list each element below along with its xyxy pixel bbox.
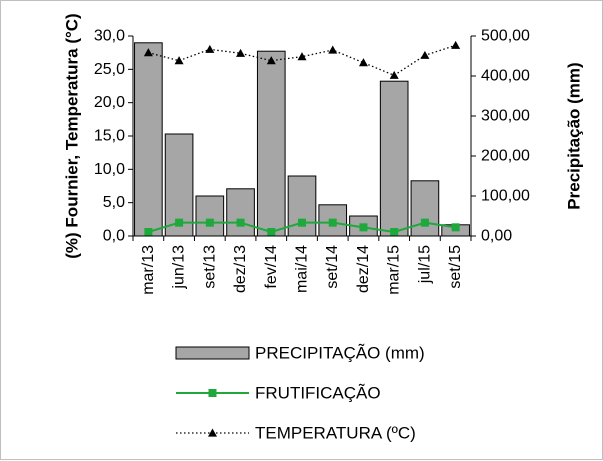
x-tick-label: jun/13 [171, 245, 188, 290]
y-left-tick-label: 15,0 [94, 128, 125, 145]
y-right-tick-label: 0,00 [481, 228, 512, 245]
point-2-7 [358, 58, 368, 67]
legend: PRECIPITAÇÃO (mm) FRUTIFICAÇÃO TEMPERATURA… [175, 344, 425, 443]
point-1-6 [328, 218, 337, 227]
series-line-2 [148, 44, 456, 77]
x-tick-label: set/15 [447, 245, 464, 289]
tick-labels: 0,0 5,0 10,0 15,0 20,0 25,0 30,0 0,00 100,00 200,… [94, 28, 530, 295]
y-right-tick-label: 500,00 [481, 28, 530, 45]
bar-dez/13 [226, 188, 255, 237]
y-left-tick-label: 5,0 [103, 194, 125, 211]
y-right-tick-label: 200,00 [481, 148, 530, 165]
bar-jul/15 [410, 180, 440, 237]
bar-mai/14 [287, 175, 317, 237]
y-right-tick-label: 400,00 [481, 68, 530, 85]
y-right-tick-label: 100,00 [481, 188, 530, 205]
x-tick-label: mar/13 [140, 245, 157, 295]
point-1-8 [390, 228, 399, 236]
legend-marker-2 [208, 428, 217, 437]
legend-marker-1 [208, 389, 217, 397]
legend-label-2: TEMPERATURA (ºC) [255, 424, 416, 443]
bar-mar/15 [379, 80, 409, 237]
point-1-2 [205, 218, 214, 227]
point-1-1 [175, 218, 184, 227]
plot-area [134, 40, 470, 237]
y-left-tick-label: 10,0 [94, 161, 125, 178]
point-2-8 [389, 70, 399, 79]
point-1-9 [420, 218, 429, 227]
point-2-1 [174, 56, 184, 65]
legend-swatch-precipitacao [175, 346, 250, 360]
point-2-10 [451, 40, 461, 49]
point-1-3 [236, 218, 245, 227]
point-1-0 [144, 228, 153, 236]
point-2-5 [297, 52, 307, 61]
y-left-tick-label: 0,0 [103, 228, 125, 245]
x-tick-label: mai/14 [294, 245, 311, 293]
point-2-3 [236, 48, 246, 57]
point-1-4 [267, 228, 276, 236]
legend-label-1: FRUTIFICAÇÃO [255, 384, 381, 403]
y-left-axis-title: (%) Fournier, Temperatura (°C) [63, 13, 82, 258]
bar-set/13 [195, 195, 225, 237]
point-2-2 [205, 44, 215, 53]
bar-fev/14 [256, 50, 286, 237]
y-right-tick-label: 300,00 [481, 108, 530, 125]
point-2-0 [143, 48, 153, 57]
legend-label-0: PRECIPITAÇÃO (mm) [255, 344, 425, 363]
x-tick-label: dez/14 [355, 245, 372, 293]
x-tick-label: set/13 [201, 245, 218, 289]
point-2-6 [328, 45, 338, 54]
point-2-9 [420, 50, 430, 59]
x-tick-label: dez/13 [232, 245, 249, 293]
x-tick-label: set/14 [324, 245, 341, 289]
y-left-tick-label: 25,0 [94, 61, 125, 78]
x-tick-label: mar/15 [386, 245, 403, 295]
point-1-5 [298, 218, 306, 227]
bar-mar/13 [134, 42, 163, 237]
y-right-axis-title: Precipitação (mm) [565, 62, 584, 209]
point-1-10 [451, 223, 460, 232]
x-tick-label: fev/14 [263, 245, 280, 289]
y-left-tick-label: 20,0 [94, 94, 125, 111]
y-left-tick-label: 30,0 [94, 28, 125, 45]
point-1-7 [359, 223, 368, 232]
x-tick-label: jul/15 [416, 245, 433, 284]
point-2-4 [266, 56, 276, 65]
